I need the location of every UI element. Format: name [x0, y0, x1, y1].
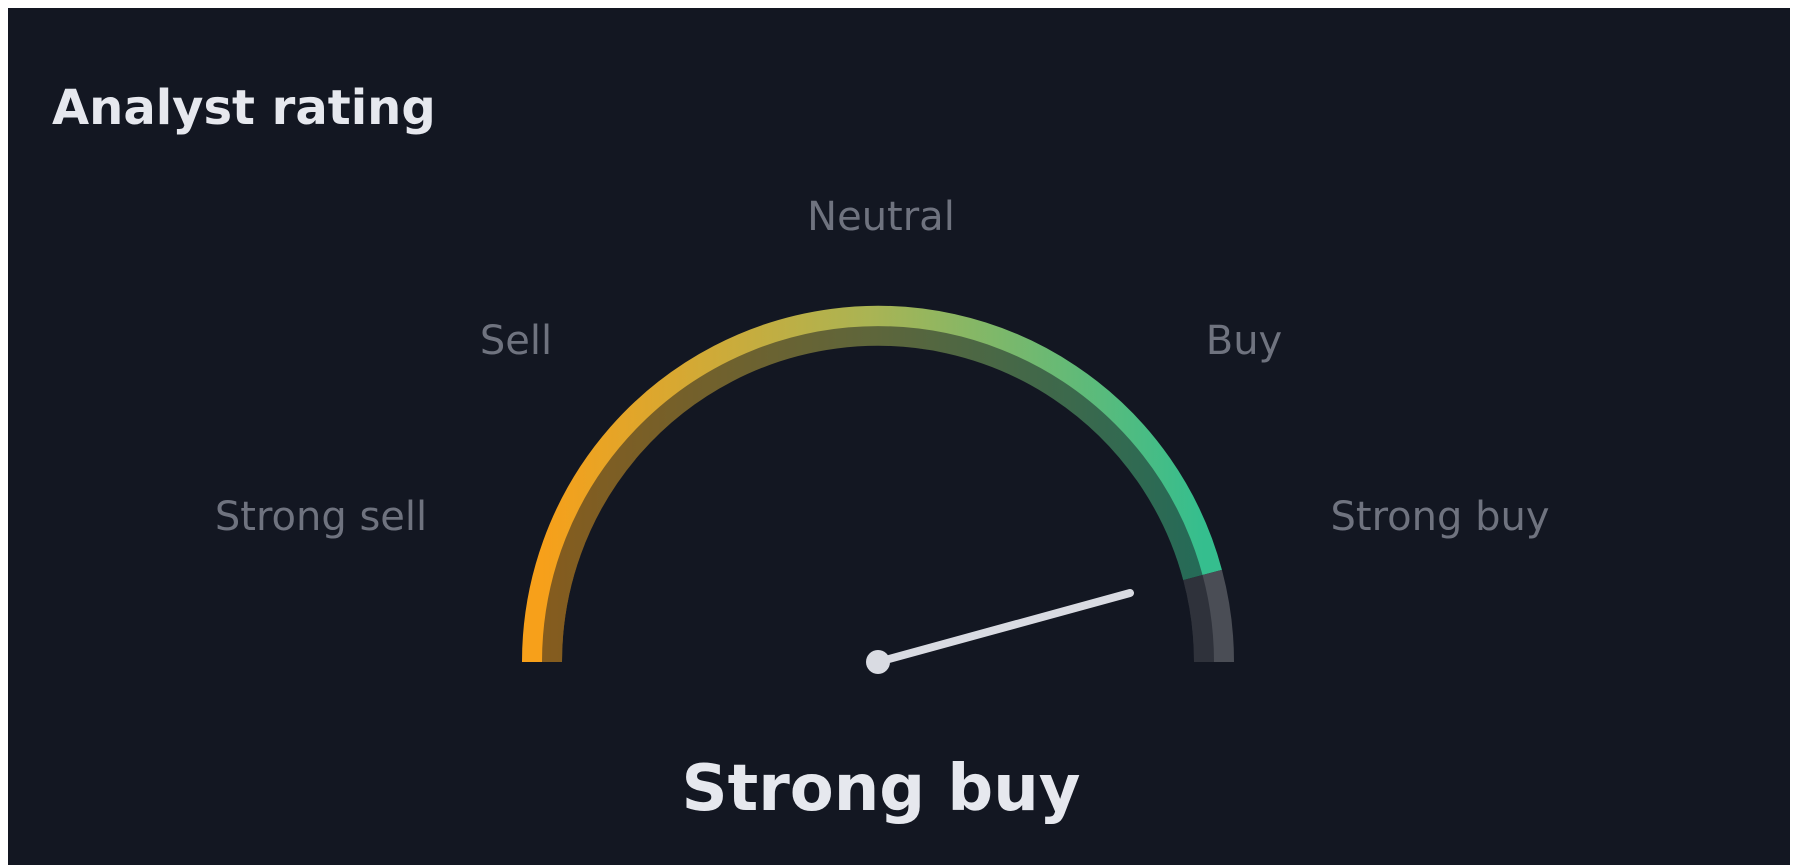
gauge-arc	[522, 305, 1222, 663]
gauge-shadow	[542, 326, 1214, 663]
scale-label: Buy	[1206, 318, 1282, 364]
needle-hub	[866, 650, 890, 674]
scale-label: Strong buy	[1331, 494, 1550, 540]
scale-label: Strong sell	[215, 494, 427, 540]
panel	[8, 8, 1790, 865]
scale-label: Sell	[480, 318, 552, 364]
title: Analyst rating	[52, 80, 436, 136]
rating: Strong buy	[682, 752, 1081, 826]
needle	[874, 589, 1134, 666]
scale-label: Neutral	[807, 194, 955, 240]
